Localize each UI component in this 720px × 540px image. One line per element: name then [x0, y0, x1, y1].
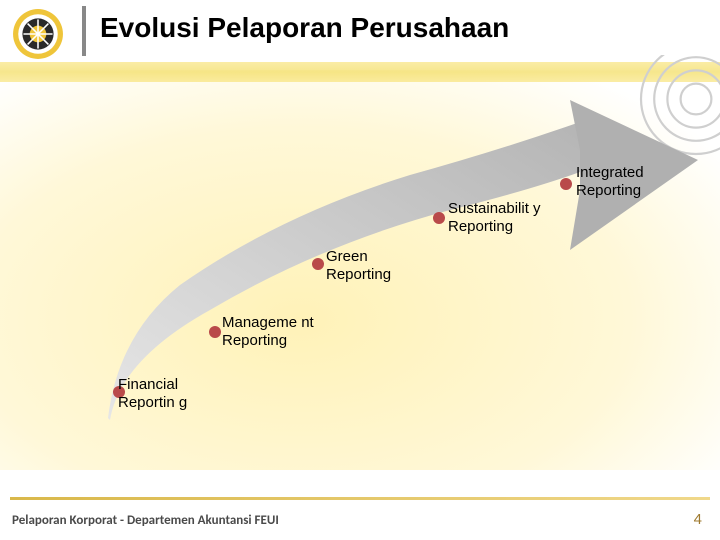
stage-dot-1	[209, 326, 221, 338]
page-number: 4	[694, 511, 702, 528]
stage-dot-4	[560, 178, 572, 190]
footer-text: Pelaporan Korporat - Departemen Akuntans…	[12, 513, 279, 528]
stage-label-1: Manageme nt Reporting	[222, 314, 317, 350]
stage-dot-3	[433, 212, 445, 224]
logo-icon	[12, 8, 64, 60]
slide: Evolusi Pelaporan Perusahaan Financial R…	[0, 0, 720, 540]
stage-label-0: Financial Reportin g	[118, 376, 196, 412]
stage-label-4: Integrated Reporting	[576, 164, 666, 200]
top-stripe	[0, 62, 720, 82]
header: Evolusi Pelaporan Perusahaan	[0, 0, 720, 62]
corner-decoration-icon	[630, 55, 720, 165]
header-divider	[82, 6, 86, 56]
stage-label-2: Green Reporting	[326, 248, 416, 284]
footer-rule	[10, 497, 710, 500]
page-title: Evolusi Pelaporan Perusahaan	[100, 12, 509, 44]
stage-dot-2	[312, 258, 324, 270]
stage-label-3: Sustainabilit y Reporting	[448, 200, 548, 236]
